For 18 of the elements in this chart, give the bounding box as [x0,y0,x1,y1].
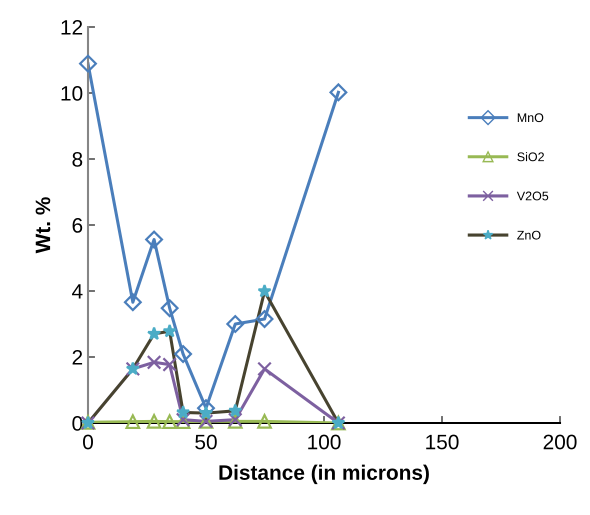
x-tick-label: 150 [426,434,459,450]
y-tick-label: 2 [72,350,82,365]
y-tick-label: 4 [72,284,83,299]
y-tick-label: 0 [72,416,82,431]
legend-label: V2O5 [516,192,548,200]
y-tick-label: 12 [62,20,82,35]
y-tick-label: 6 [72,218,82,233]
x-tick-label: 50 [195,434,217,450]
y-tick-label: 8 [72,152,82,167]
y-tick-label: 10 [62,86,82,101]
y-axis-title: Wt. % [36,197,50,254]
legend-label: SiO2 [517,152,544,162]
x-tick-label: 0 [83,434,93,450]
x-tick-label: 100 [308,434,341,450]
legend-label: ZnO [517,230,540,240]
legend-label: MnO [518,113,544,122]
x-axis-title: Distance (in microns) [219,464,429,484]
x-tick-label: 200 [544,434,577,450]
